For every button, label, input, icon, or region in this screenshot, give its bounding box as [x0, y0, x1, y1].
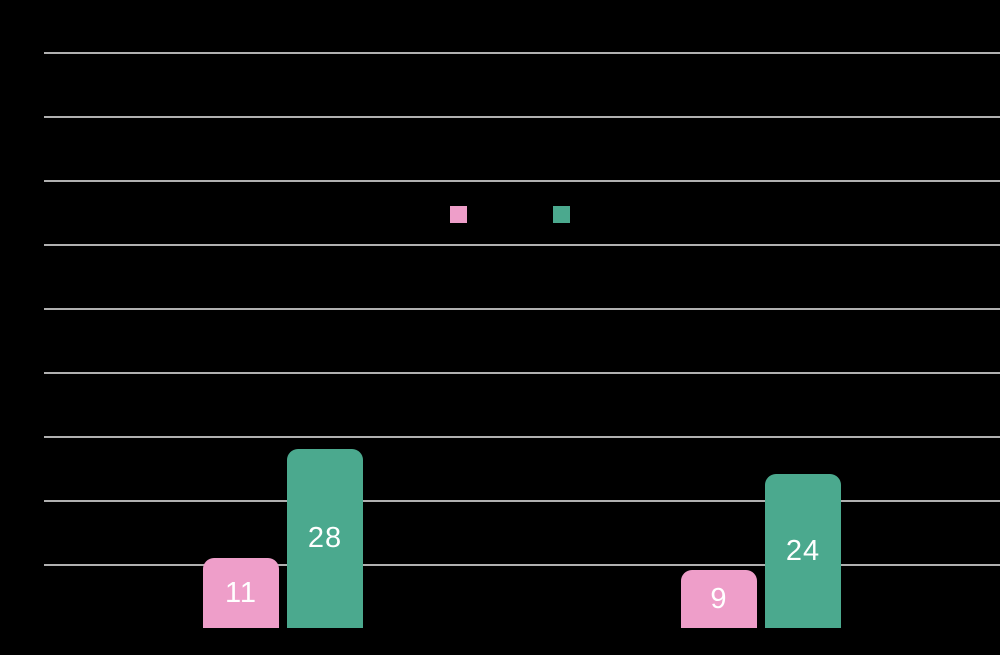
gridline: [44, 180, 1000, 182]
gridline: [44, 116, 1000, 118]
legend-swatch-pink-series: [450, 206, 467, 223]
gridline: [44, 500, 1000, 502]
bar-value-label: 28: [307, 522, 343, 554]
bar-pink-series-group2: 9: [681, 570, 757, 628]
bar-teal-series-group2: 24: [765, 474, 841, 628]
gridline: [44, 372, 1000, 374]
gridline: [44, 564, 1000, 566]
bar-pink-series-group1: 11: [203, 558, 279, 628]
gridline: [44, 52, 1000, 54]
bar-value-label: 11: [224, 576, 258, 609]
bar-value-label: 9: [710, 582, 728, 615]
legend-swatch-teal-series: [553, 206, 570, 223]
gridline: [44, 308, 1000, 310]
chart-legend: [450, 206, 650, 223]
gridline: [44, 436, 1000, 438]
gridline: [44, 244, 1000, 246]
bar-value-label: 24: [785, 534, 821, 567]
bar-teal-series-group1: 28: [287, 449, 363, 628]
